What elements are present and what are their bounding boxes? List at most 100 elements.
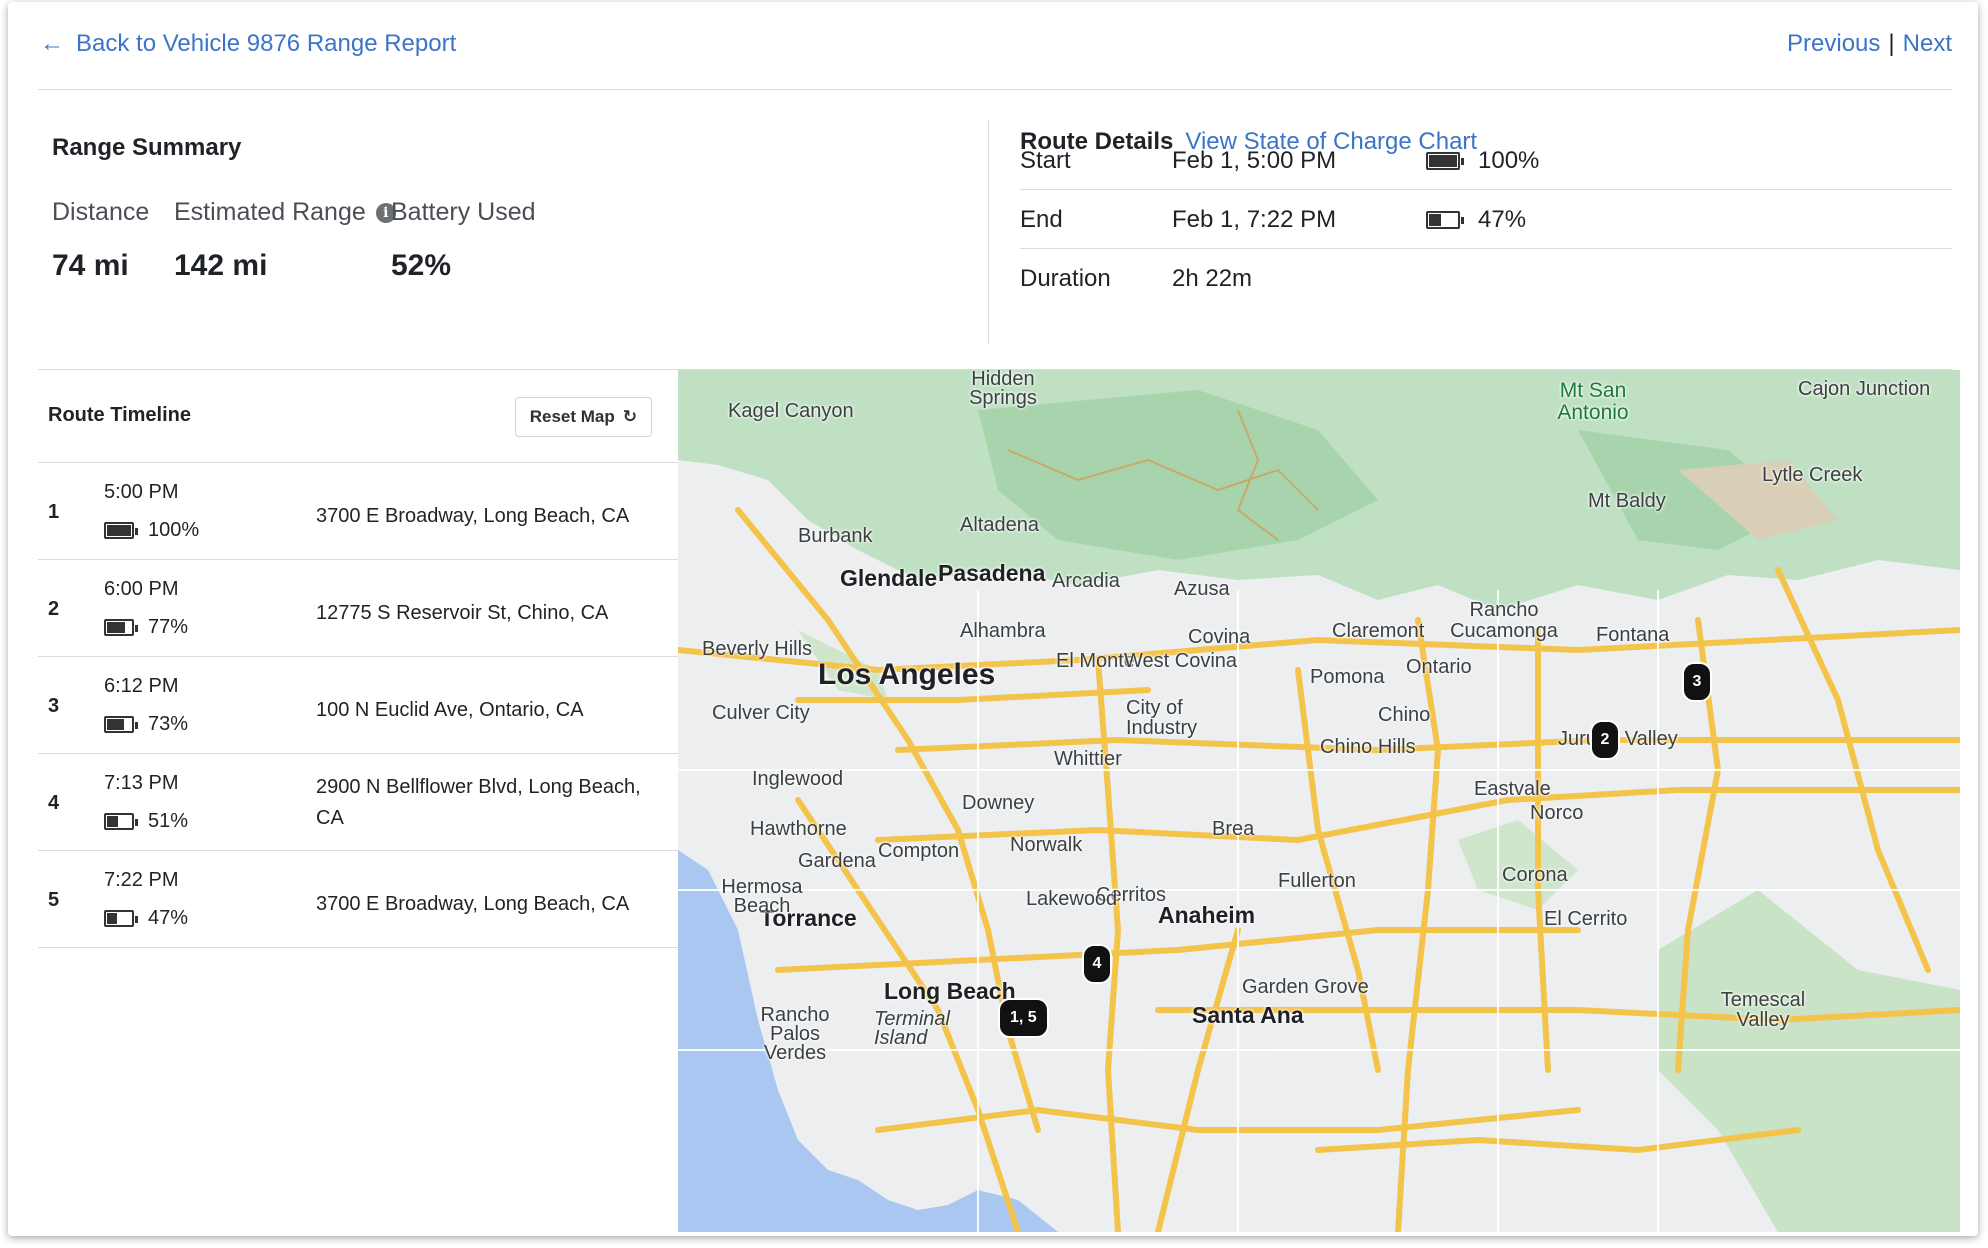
route-details-header: Route Details View State of Charge Chart <box>1020 128 1477 156</box>
map-label: Cerritos <box>1096 884 1167 906</box>
battery-icon <box>104 910 138 927</box>
map-label: Altadena <box>960 514 1039 536</box>
top-navigation: ← Back to Vehicle 9876 Range Report Prev… <box>38 2 1952 90</box>
timeline-row[interactable]: 3 6:12 PM 73% 100 N Euclid Ave, Ontario, CA <box>38 657 678 754</box>
map-marker-stop-4[interactable]: 4 <box>1082 944 1112 984</box>
map-label: Claremont <box>1332 620 1425 642</box>
map-label: Norco <box>1530 802 1584 824</box>
map-label: Rancho Cucamonga <box>1450 599 1558 642</box>
map-label: Mt Baldy <box>1588 490 1666 512</box>
battery-icon <box>104 522 138 539</box>
map-label: Corona <box>1502 864 1568 886</box>
timeline-row[interactable]: 4 7:13 PM 51% 2900 N Bellflower Blvd, Long … <box>38 754 678 851</box>
map-label: Torrance <box>760 905 857 931</box>
map-label: Lakewood <box>1026 888 1118 910</box>
timeline-row[interactable]: 2 6:00 PM 77% 12775 S Reservoir St, Chino, … <box>38 560 678 657</box>
stop-number: 3 <box>48 695 60 717</box>
stop-time: 6:12 PM <box>104 675 179 697</box>
duration-label: Duration <box>1020 265 1111 292</box>
stop-battery: 77% <box>104 616 188 639</box>
stop-time: 5:00 PM <box>104 481 179 503</box>
timeline-row[interactable]: 1 5:00 PM 100% 3700 E Broadway, Long Beach,… <box>38 463 678 560</box>
distance-metric: Distance 74 mi <box>52 198 149 283</box>
start-battery-value: 100% <box>1478 146 1540 174</box>
map-label: Glendale <box>840 565 938 591</box>
map-label: Anaheim <box>1158 902 1256 928</box>
map-label: West Covina <box>1124 650 1238 672</box>
map-label: Cajon Junction <box>1798 378 1931 400</box>
route-timeline: Route Timeline Reset Map ↻ 1 5:00 PM 100% 3… <box>38 370 678 1236</box>
map-label: Chino Hills <box>1320 736 1416 758</box>
map-label: Temescal Valley <box>1720 989 1806 1031</box>
map-label: Rancho Palos Verdes <box>760 1004 830 1064</box>
stop-number: 1 <box>48 501 60 523</box>
end-label: End <box>1020 205 1063 233</box>
map-label: Beverly Hills <box>702 638 813 660</box>
map-label: Compton <box>878 840 960 862</box>
stop-battery-value: 77% <box>148 616 189 638</box>
stop-time: 6:00 PM <box>104 578 179 600</box>
timeline-row[interactable]: 5 7:22 PM 47% 3700 E Broadway, Long Beach, … <box>38 851 678 948</box>
state-of-charge-chart-link[interactable]: View State of Charge Chart <box>1185 128 1478 155</box>
reset-map-button[interactable]: Reset Map ↻ <box>514 397 652 437</box>
estimated-range-label: Estimated Range <box>174 198 366 226</box>
distance-value: 74 mi <box>52 249 129 282</box>
map-label: Gardena <box>798 850 876 872</box>
map-label: Culver City <box>712 702 810 724</box>
map-marker-stop-1-5[interactable]: 1, 5 <box>998 998 1049 1038</box>
map-label: Chino <box>1378 704 1431 726</box>
arrow-left-icon: ← <box>40 30 64 57</box>
map-label: Arcadia <box>1052 570 1120 592</box>
next-link[interactable]: Next <box>1902 30 1952 57</box>
map-label: Long Beach <box>884 978 1016 1004</box>
route-map[interactable]: Los Angeles Glendale Pasadena Anaheim Sa… <box>678 370 1960 1232</box>
map-label: Fontana <box>1596 624 1670 646</box>
map-label: Ontario <box>1406 656 1472 678</box>
map-label: Santa Ana <box>1192 1002 1304 1028</box>
battery-icon <box>104 716 138 733</box>
back-link[interactable]: ← Back to Vehicle 9876 Range Report <box>40 30 456 58</box>
distance-label: Distance <box>52 198 150 226</box>
start-label: Start <box>1020 146 1071 174</box>
map-marker-stop-2[interactable]: 2 <box>1590 720 1620 760</box>
report-content: ← Back to Vehicle 9876 Range Report Prev… <box>38 2 1960 1236</box>
map-label: Hermosa Beach <box>721 876 803 917</box>
map-label: Eastvale <box>1474 778 1551 800</box>
map-label: City of Industry <box>1126 697 1198 739</box>
route-start-row: Start Feb 1, 5:00 PM 100% <box>1020 132 1952 190</box>
pager-separator: | <box>1888 30 1895 57</box>
map-label: Inglewood <box>752 768 844 790</box>
stop-battery: 47% <box>104 907 188 930</box>
map-label: Lytle Creek <box>1762 464 1863 486</box>
battery-icon <box>1426 151 1464 170</box>
previous-link[interactable]: Previous <box>1787 30 1881 57</box>
info-icon[interactable]: i <box>375 202 396 223</box>
map-label: Norwalk <box>1010 834 1083 856</box>
map-label: Hawthorne <box>750 818 847 840</box>
battery-icon <box>1426 210 1464 229</box>
battery-icon <box>104 813 138 830</box>
stop-battery-value: 73% <box>148 713 189 735</box>
refresh-icon: ↻ <box>622 407 637 426</box>
map-label: Fullerton <box>1278 870 1356 892</box>
map-label: Kagel Canyon <box>728 400 854 422</box>
map-label: Burbank <box>798 525 873 547</box>
summary-section: Range Summary Distance 74 mi Estimated R… <box>38 90 1952 370</box>
map-label: Covina <box>1188 626 1251 648</box>
battery-used-metric: Battery Used 52% <box>391 198 536 283</box>
start-battery: 100% <box>1426 147 1539 175</box>
map-marker-stop-3[interactable]: 3 <box>1682 662 1712 702</box>
route-details-title: Route Details <box>1020 128 1174 155</box>
stop-number: 4 <box>48 792 60 814</box>
map-label: Alhambra <box>960 620 1046 642</box>
route-details: Route Details View State of Charge Chart… <box>1020 90 1952 369</box>
stop-number: 2 <box>48 598 60 620</box>
summary-divider <box>988 120 989 344</box>
estimated-range-metric: Estimated Range i 142 mi <box>174 198 396 283</box>
battery-icon <box>104 619 138 636</box>
reset-map-label: Reset Map <box>529 407 615 426</box>
stop-address: 2900 N Bellflower Blvd, Long Beach, CA <box>316 776 641 829</box>
map-label: El Monte <box>1056 650 1135 672</box>
stop-number: 5 <box>48 889 60 911</box>
map-label: Terminal Island <box>874 1008 950 1049</box>
